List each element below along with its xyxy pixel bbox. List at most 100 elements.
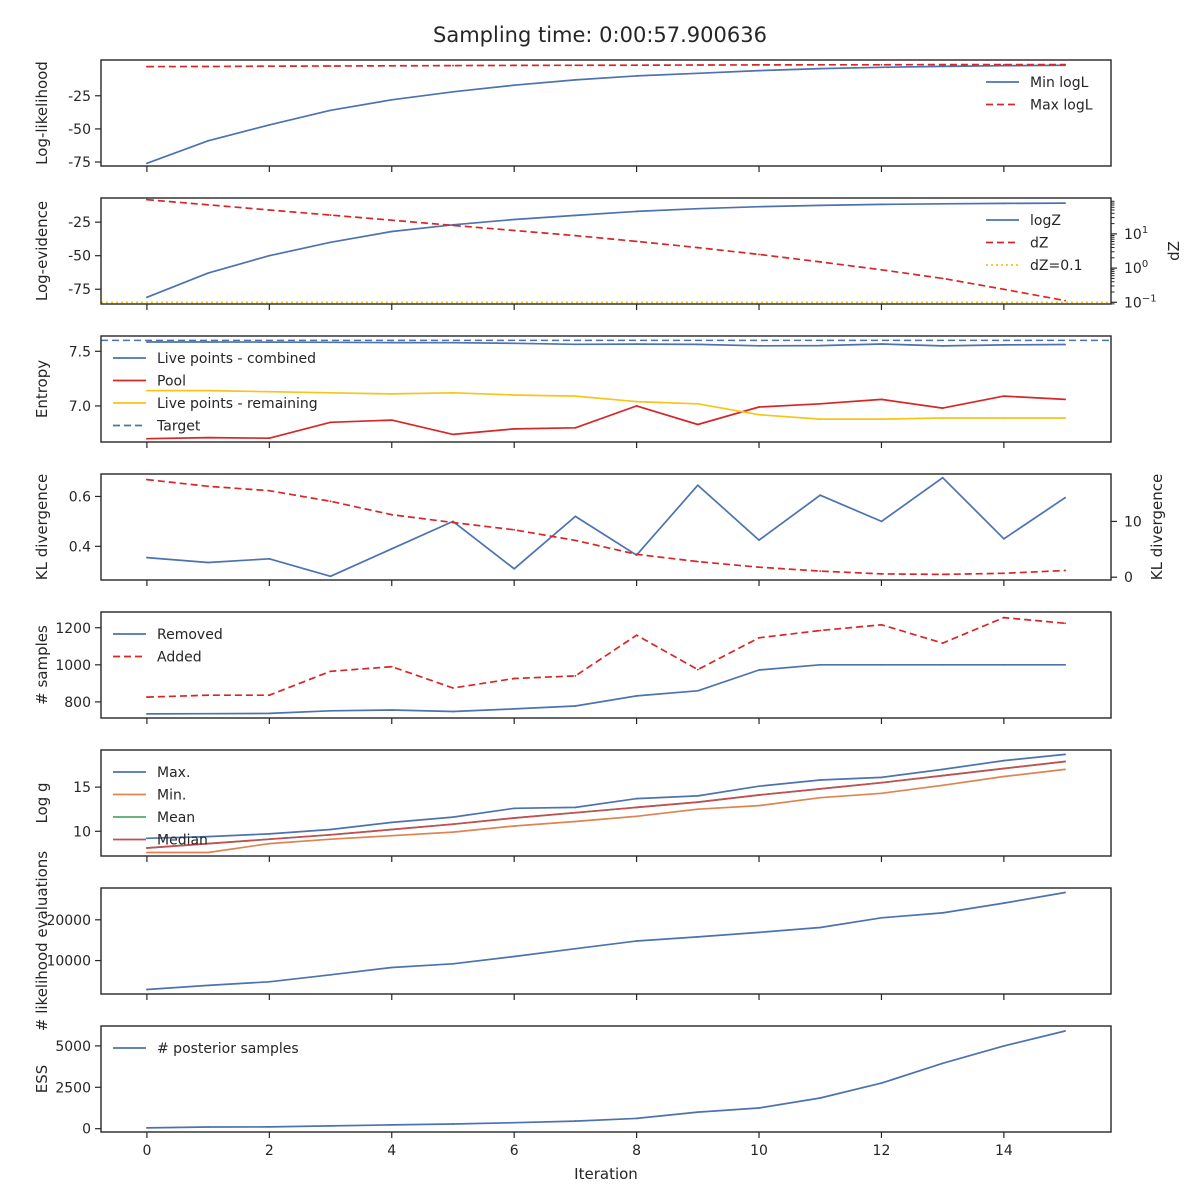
series-median-point	[819, 787, 822, 790]
series-median-point	[758, 794, 760, 796]
series-posterior-samples-point	[574, 1120, 577, 1122]
series-min-logl-point	[329, 109, 332, 112]
series-max-point	[207, 835, 210, 838]
series-0-point	[941, 911, 944, 914]
series-max-point	[390, 821, 393, 824]
panel-kldivergence: 0.4 0.6 0 10 KL divergence KL divergence	[33, 473, 1166, 586]
series-max-point	[758, 785, 760, 788]
legend-label-pool: Pool	[157, 374, 186, 390]
y-tick-label: -75	[68, 155, 91, 171]
x-tick-label: 8	[632, 1143, 641, 1159]
series-live-points-remaining-point	[1064, 417, 1066, 419]
series-0-point	[207, 984, 210, 987]
y-tick-label: 5000	[55, 1039, 91, 1055]
series-1-point	[880, 572, 883, 575]
series-1-point	[1002, 572, 1005, 575]
y-tick-label: 1000	[55, 658, 91, 674]
series-pool-point	[1002, 395, 1005, 398]
series-live-points-combined-point	[1064, 343, 1066, 346]
series-min-logl-point	[452, 90, 454, 93]
right-axis-label: dZ	[1165, 241, 1183, 261]
series-posterior-samples-point	[880, 1082, 883, 1085]
series-posterior-samples-point	[696, 1111, 699, 1114]
series-live-points-combined-point	[329, 341, 332, 344]
series-posterior-samples-point	[1064, 1030, 1066, 1032]
series-median-point	[207, 842, 210, 845]
series-0-point	[696, 484, 699, 487]
series-live-points-remaining-point	[819, 418, 822, 420]
series-1-line	[146, 478, 1066, 576]
series-logz-point	[146, 296, 148, 299]
series-median-point	[1064, 760, 1066, 763]
series-added-point	[207, 694, 210, 697]
series-max-logl-point	[635, 64, 638, 67]
series-live-points-combined-point	[941, 345, 944, 347]
y-tick-label: 2500	[55, 1080, 91, 1096]
series-min-logl-point	[758, 69, 760, 72]
y-tick-label: 1200	[55, 621, 91, 637]
series-max-logl-point	[1002, 63, 1005, 66]
series-pool-point	[146, 437, 148, 440]
series-live-points-remaining-point	[329, 391, 332, 394]
series-1-point	[635, 553, 638, 556]
series-max-logl-point	[941, 63, 944, 66]
series-median-line	[146, 760, 1066, 849]
series-removed-point	[574, 705, 577, 707]
series-0-point	[1064, 496, 1066, 499]
y-axis-label: Log g	[33, 782, 51, 823]
series-median-point	[513, 817, 516, 819]
x-axis-label: Iteration	[574, 1165, 638, 1183]
series-min-logl-point	[207, 139, 210, 142]
series-max-logl-point	[819, 63, 822, 66]
series-live-points-combined-point	[574, 343, 577, 346]
series-min-logl-point	[696, 72, 699, 75]
series-removed-point	[880, 663, 883, 666]
series-0-point	[1002, 902, 1005, 904]
series-dz-point	[880, 268, 883, 271]
legend-label-posterior-samples: # posterior samples	[157, 1041, 299, 1057]
series-max-logl-point	[207, 65, 210, 68]
series-removed-point	[390, 709, 393, 711]
panel-loglikelihood: -75 -50 -25 Log-likelihood Min logL Max logL	[33, 59, 1112, 172]
series-added-point	[758, 636, 760, 639]
series-min-logl-line	[146, 64, 1066, 165]
series-added-point	[1002, 616, 1005, 619]
series-min-point	[452, 831, 454, 834]
series-1-point	[941, 573, 944, 576]
plot-frame	[100, 197, 1112, 305]
series-live-points-combined-point	[1002, 343, 1005, 346]
series-max-logl-point	[329, 65, 332, 67]
series-max-point	[696, 795, 699, 797]
series-posterior-samples-point	[329, 1124, 332, 1127]
panel-likelihoodevals: 10000 20000# likelihood evaluations	[33, 851, 1112, 1031]
y-tick-label: -50	[68, 249, 91, 265]
series-min-point	[635, 815, 638, 818]
series-0-point	[1064, 891, 1066, 894]
series-posterior-samples-point	[758, 1107, 760, 1109]
series-live-points-combined-point	[819, 344, 822, 347]
right-axis-label: KL divergence	[1148, 474, 1166, 580]
right-tick-label: 101	[1124, 225, 1148, 243]
series-live-points-combined-point	[146, 341, 148, 343]
series-0-point	[268, 980, 271, 983]
series-min-point	[207, 851, 210, 854]
series-dz-point	[635, 240, 638, 243]
series-live-points-remaining-point	[268, 390, 271, 393]
panel-logevidence: -75 -50 -25 10−1 100 101 Log-evidence dZ logZ dZ d…	[33, 197, 1183, 311]
series-live-points-combined-point	[268, 341, 271, 344]
series-logz-line	[146, 202, 1066, 299]
series-live-points-combined-point	[880, 343, 883, 345]
series-dz-point	[696, 246, 699, 249]
series-min-point	[880, 792, 883, 795]
series-live-points-combined-point	[696, 343, 699, 346]
series-dz-point	[146, 198, 148, 201]
series-max-point	[941, 768, 944, 771]
series-posterior-samples-point	[268, 1125, 271, 1128]
series-min-point	[329, 838, 332, 841]
legend-label-live-points-combined: Live points - combined	[157, 351, 316, 367]
series-0-line	[146, 891, 1066, 991]
series-removed-point	[941, 663, 944, 666]
series-min-logl-point	[819, 67, 822, 70]
series-1-point	[268, 489, 271, 492]
